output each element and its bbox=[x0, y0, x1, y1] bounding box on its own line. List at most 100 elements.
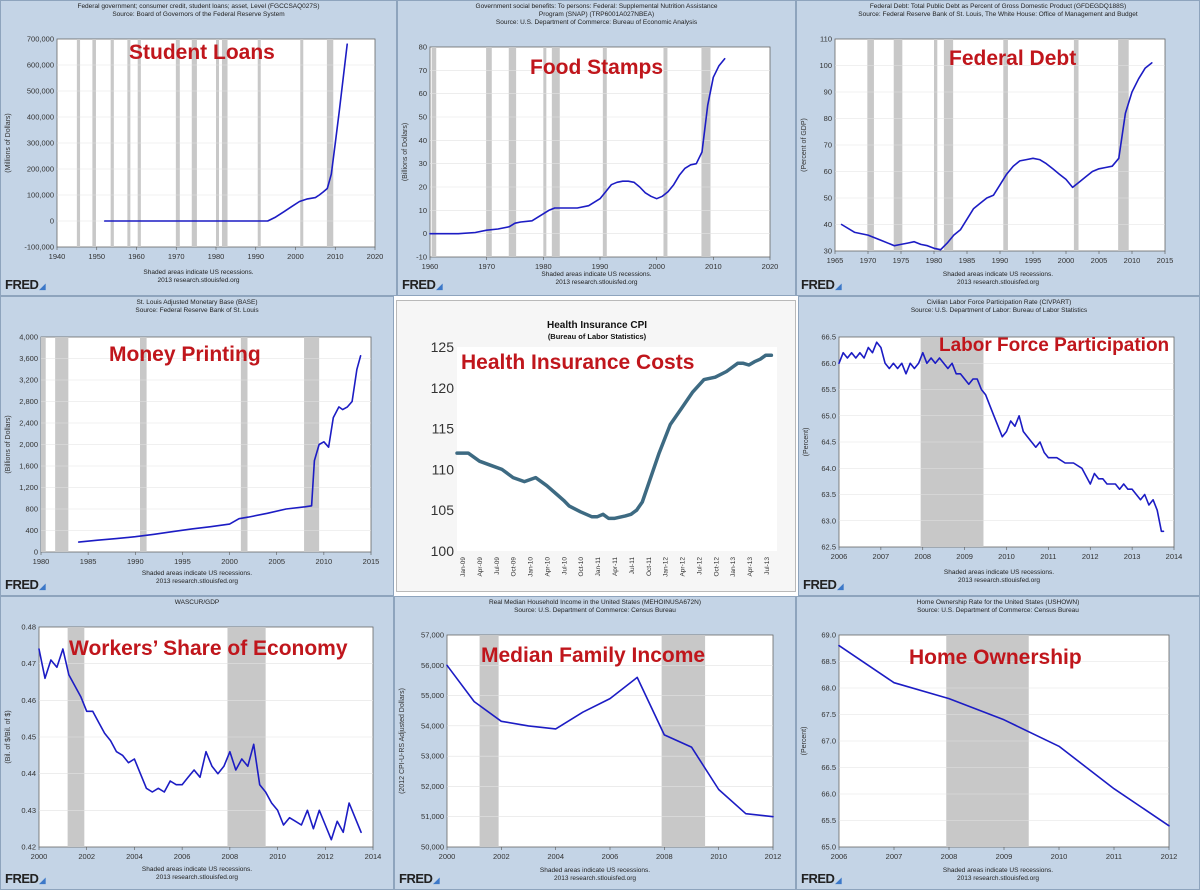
fred-logo-text: FRED bbox=[5, 277, 39, 292]
x-tick-label: 1940 bbox=[49, 252, 66, 261]
panel-student-loans: -100,000 0 100,000 200,000 300,000 400,000 500… bbox=[0, 0, 397, 296]
y-tick-label: 0 bbox=[50, 217, 54, 226]
x-tick-label: 2006 bbox=[831, 852, 848, 861]
x-tick-label: Apr-11 bbox=[612, 557, 619, 576]
x-tick-label: 1970 bbox=[478, 262, 495, 271]
chart-source-text: WASCUR/GDP bbox=[174, 599, 220, 606]
x-tick-label: Jul-10 bbox=[561, 557, 568, 575]
fred-logo: FRED◢ bbox=[402, 277, 443, 292]
y-tick-label: 70 bbox=[824, 141, 832, 150]
y-axis-label: (Billions of Dollars) bbox=[5, 415, 12, 473]
y-tick-label: 60 bbox=[419, 89, 427, 98]
y-tick-label: 20 bbox=[419, 183, 427, 192]
y-tick-label: 0.44 bbox=[21, 769, 36, 778]
y-tick-label: 50 bbox=[824, 194, 832, 203]
y-tick-label: 600,000 bbox=[27, 61, 54, 70]
y-tick-label: 105 bbox=[431, 502, 455, 518]
x-tick-label: 2011 bbox=[1106, 852, 1122, 861]
y-tick-label: 53,000 bbox=[421, 752, 444, 761]
chart-svg: 50,000 51,000 52,000 53,000 54,000 55,000 56,0… bbox=[399, 631, 782, 862]
y-tick-label: 90 bbox=[824, 88, 832, 97]
fred-logo: FRED◢ bbox=[5, 277, 46, 292]
x-tick-label: 1970 bbox=[860, 256, 877, 265]
x-tick-label: 2020 bbox=[762, 262, 779, 271]
fred-logo-text: FRED bbox=[399, 871, 433, 886]
y-tick-label: 700,000 bbox=[27, 35, 54, 44]
x-tick-label: 2008 bbox=[941, 852, 958, 861]
x-tick-label: Jul-13 bbox=[764, 557, 771, 575]
x-tick-label: 2020 bbox=[367, 252, 384, 261]
x-tick-label: 2004 bbox=[126, 852, 143, 861]
x-tick-label: Jan-09 bbox=[460, 557, 467, 577]
y-tick-label: 57,000 bbox=[421, 631, 444, 640]
recession-band bbox=[431, 47, 437, 257]
x-tick-label: 1995 bbox=[174, 557, 191, 566]
plot-area bbox=[457, 347, 777, 551]
series-line bbox=[38, 648, 362, 841]
series-line bbox=[840, 62, 1153, 251]
chart-source-text: Real Median Household Income in the Unit… bbox=[488, 599, 702, 614]
y-tick-label: 52,000 bbox=[421, 782, 444, 791]
fred-logo-icon: ◢ bbox=[835, 876, 842, 885]
x-tick-label: 1980 bbox=[208, 252, 225, 261]
x-tick-label: 2005 bbox=[268, 557, 285, 566]
fred-logo-icon: ◢ bbox=[39, 282, 46, 291]
fred-logo-icon: ◢ bbox=[39, 582, 46, 591]
x-tick-label: 2012 bbox=[765, 852, 782, 861]
x-tick-label: 2010 bbox=[1124, 256, 1141, 265]
series-line bbox=[455, 353, 774, 521]
chart-footer: Shaded areas indicate US recessions. 201… bbox=[942, 867, 1054, 882]
chart-svg: 30 40 50 60 70 80 90 100 110 1965 1970 1975 1980 1985… bbox=[801, 35, 1174, 266]
x-tick-label: 2008 bbox=[914, 552, 931, 561]
y-axis-label: (Billions of Dollars) bbox=[402, 123, 409, 181]
x-tick-label: 2007 bbox=[873, 552, 890, 561]
chart-source-text: Civilian Labor Force Participation Rate … bbox=[910, 299, 1088, 314]
y-tick-label: 110 bbox=[432, 461, 455, 477]
y-tick-label: 100,000 bbox=[27, 191, 54, 200]
y-tick-label: 0.47 bbox=[21, 659, 36, 668]
x-tick-label: 2007 bbox=[886, 852, 903, 861]
recession-band bbox=[661, 635, 706, 847]
y-tick-label: 40 bbox=[419, 136, 427, 145]
y-axis-label: (Percent) bbox=[801, 727, 808, 756]
y-tick-label: 62.5 bbox=[821, 543, 836, 552]
panel-title: Student Loans bbox=[129, 41, 275, 64]
y-tick-label: 125 bbox=[431, 339, 455, 355]
x-tick-label: 2010 bbox=[316, 557, 333, 566]
recession-band bbox=[602, 47, 607, 257]
x-tick-label: 1990 bbox=[992, 256, 1009, 265]
fred-logo-text: FRED bbox=[801, 277, 835, 292]
x-tick-label: 2002 bbox=[78, 852, 95, 861]
panel-labor-force: 62.5 63.0 63.5 64.0 64.5 65.0 65.5 66.0 66.5 2006… bbox=[798, 296, 1200, 596]
y-tick-label: 120 bbox=[431, 380, 455, 396]
plot-area bbox=[446, 634, 774, 848]
series-line bbox=[77, 354, 362, 543]
x-tick-label: 2008 bbox=[222, 852, 239, 861]
y-tick-label: 51,000 bbox=[421, 812, 444, 821]
panel-home-ownership: 65.0 65.5 66.0 66.5 67.0 67.5 68.0 68.5 69.0 2006… bbox=[796, 596, 1200, 890]
chart-source-text: Federal government; consumer credit, stu… bbox=[77, 3, 320, 18]
y-tick-label: 3,200 bbox=[19, 376, 38, 385]
y-tick-label: 63.0 bbox=[821, 516, 836, 525]
series-line bbox=[838, 341, 1165, 533]
y-tick-label: 66.5 bbox=[821, 333, 836, 342]
chart-svg: 62.5 63.0 63.5 64.0 64.5 65.0 65.5 66.0 66.5 2006… bbox=[803, 333, 1182, 562]
chart-svg: 0 400 800 1,200 1,600 2,000 2,400 2,800 3,200 3,6… bbox=[5, 333, 380, 567]
y-tick-label: 55,000 bbox=[421, 691, 444, 700]
y-tick-label: 40 bbox=[824, 220, 832, 229]
y-tick-label: 400 bbox=[25, 526, 38, 535]
x-tick-label: 2000 bbox=[287, 252, 304, 261]
y-tick-label: 64.0 bbox=[821, 464, 836, 473]
panel-title: Median Family Income bbox=[481, 644, 706, 667]
x-tick-label: 2014 bbox=[365, 852, 382, 861]
x-tick-label: 2015 bbox=[363, 557, 380, 566]
x-tick-label: 2015 bbox=[1157, 256, 1174, 265]
fred-logo-icon: ◢ bbox=[436, 282, 443, 291]
y-tick-label: 68.0 bbox=[821, 684, 836, 693]
y-tick-label: 54,000 bbox=[421, 721, 444, 730]
x-tick-label: 1990 bbox=[592, 262, 609, 271]
x-tick-label: Apr-09 bbox=[477, 557, 484, 577]
x-tick-label: 2000 bbox=[1058, 256, 1075, 265]
panel-money-printing: 0 400 800 1,200 1,600 2,000 2,400 2,800 3,200 3,6… bbox=[0, 296, 394, 596]
x-tick-label: 1970 bbox=[168, 252, 185, 261]
